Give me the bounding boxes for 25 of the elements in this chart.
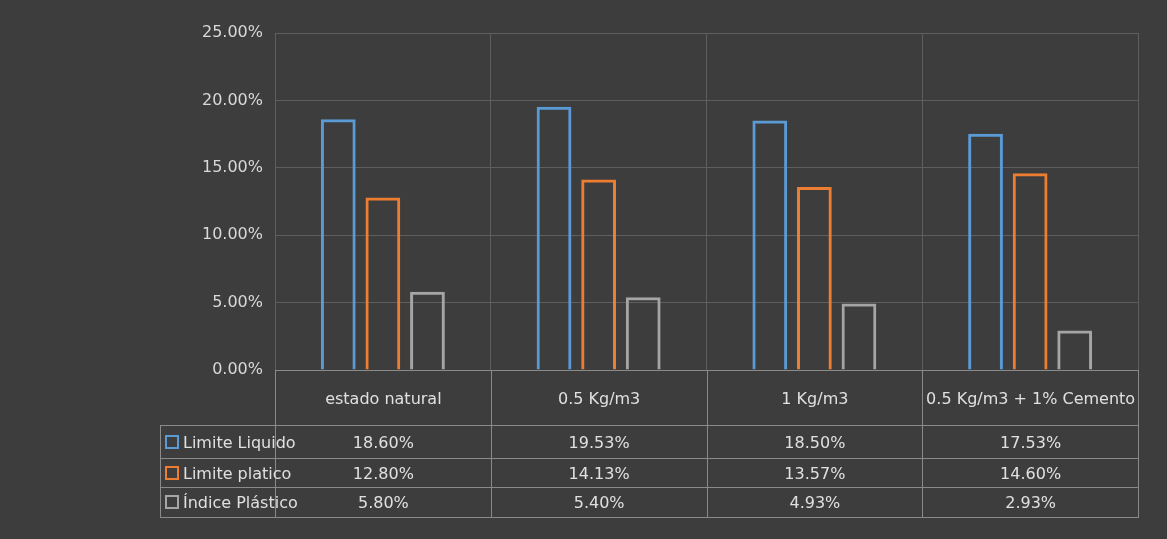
y-tick-label: 5.00% [212,291,263,311]
data-label: 18.60% [352,432,414,452]
x-tick-label: 0.5 Kg/m3 + 1% Cemento [922,370,1139,426]
legend-label: Limite Liquido [182,431,296,454]
data-label: 14.60% [922,458,1139,488]
data-label: 14.13% [491,458,707,488]
data-label: 18.50% [707,425,923,459]
data-label: 19.53% [491,425,707,459]
y-tick-label: 20.00% [201,89,263,109]
data-label: 13.57% [707,458,923,488]
y-tick-label: 10.00% [201,224,263,244]
data-label: 2.93% [922,487,1139,518]
x-tick-label: 1 Kg/m3 [707,370,923,426]
data-label: 4.93% [707,487,923,518]
y-tick-label: 25.00% [201,22,263,42]
data-label: 17.53% [922,425,1139,459]
data-label: 12.80% [352,463,414,483]
x-tick-label: estado natural [275,370,492,426]
legend-label: Índice Plástico [182,492,298,514]
data-label: 5.80% [357,493,409,512]
y-tick-label: 0.00% [212,359,263,379]
x-tick-label: 0.5 Kg/m3 [491,370,707,426]
y-tick-label: 15.00% [201,156,263,176]
legend-label: Limite platico [182,462,292,485]
data-label: 5.40% [491,487,707,518]
